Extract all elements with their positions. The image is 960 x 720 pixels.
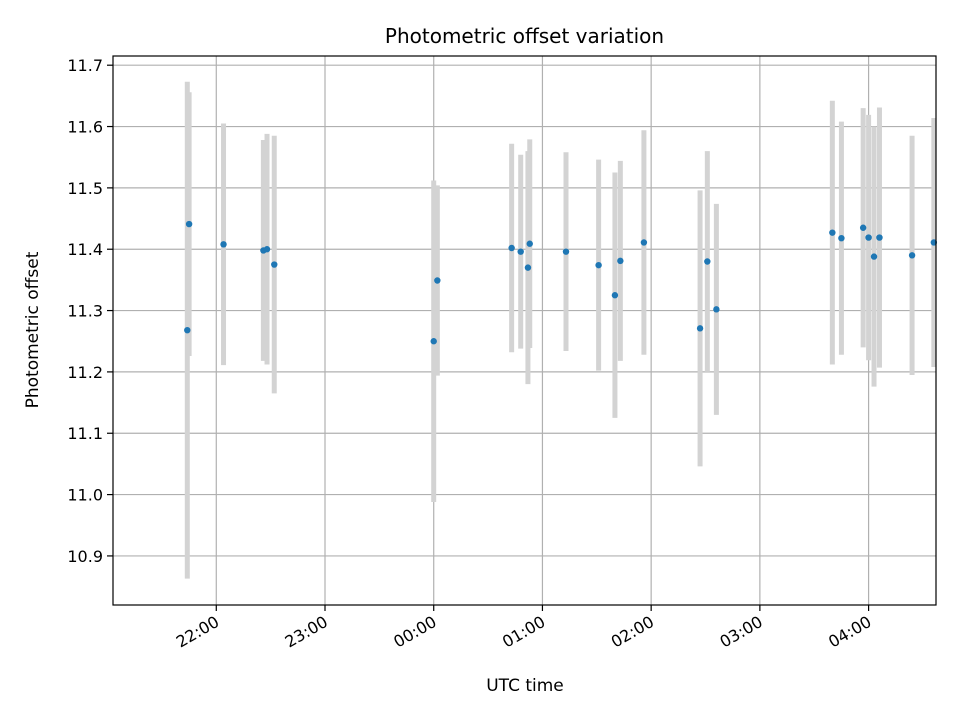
error-bars bbox=[184, 81, 937, 579]
y-tick-label: 11.7 bbox=[67, 56, 103, 75]
x-axis-ticks: 22:00 23:00 00:00 01:00 02:00 03:00 04:00 bbox=[173, 605, 875, 652]
data-point bbox=[640, 239, 648, 246]
data-point bbox=[865, 234, 872, 241]
data-point bbox=[595, 261, 602, 269]
grid bbox=[113, 56, 936, 605]
data-point bbox=[524, 264, 532, 271]
data-point bbox=[908, 252, 916, 259]
data-point bbox=[185, 220, 193, 228]
y-tick-label: 11.5 bbox=[67, 179, 103, 198]
x-axis-label: UTC time bbox=[486, 676, 564, 696]
data-point bbox=[870, 253, 878, 260]
x-tick-label: 23:00 bbox=[282, 612, 331, 652]
y-tick-label: 11.0 bbox=[67, 486, 103, 505]
x-tick-label: 22:00 bbox=[173, 612, 222, 652]
data-point bbox=[271, 261, 278, 268]
x-tick-label: 02:00 bbox=[608, 612, 657, 652]
y-tick-label: 11.2 bbox=[67, 363, 103, 382]
data-point bbox=[508, 244, 515, 252]
data-point bbox=[696, 325, 704, 332]
data-point bbox=[611, 292, 619, 299]
chart-title: Photometric offset variation bbox=[385, 24, 664, 48]
data-points bbox=[184, 220, 938, 345]
y-tick-label: 10.9 bbox=[67, 547, 103, 566]
data-point bbox=[263, 246, 271, 253]
y-axis-label: Photometric offset bbox=[23, 251, 43, 408]
plot-area-frame bbox=[112, 55, 937, 606]
x-tick-label: 03:00 bbox=[716, 612, 765, 652]
data-point bbox=[434, 277, 441, 284]
data-point bbox=[704, 258, 711, 265]
data-point bbox=[517, 248, 524, 255]
y-axis-ticks: 10.9 11.0 11.1 11.2 11.3 11.4 11.5 11.6 11.7 bbox=[67, 56, 113, 566]
x-tick-label: 01:00 bbox=[499, 612, 548, 652]
y-tick-label: 11.3 bbox=[67, 302, 103, 321]
x-tick-label: 04:00 bbox=[825, 612, 874, 652]
x-tick-label: 00:00 bbox=[390, 612, 439, 652]
y-tick-label: 11.6 bbox=[67, 118, 103, 137]
data-point bbox=[713, 306, 720, 313]
data-point bbox=[430, 338, 437, 345]
y-tick-label: 11.1 bbox=[67, 424, 103, 443]
data-point bbox=[876, 234, 883, 241]
data-point bbox=[617, 257, 624, 265]
data-point bbox=[526, 240, 533, 247]
data-point bbox=[184, 326, 191, 334]
y-tick-label: 11.4 bbox=[67, 240, 103, 259]
data-point bbox=[220, 241, 227, 248]
data-point bbox=[562, 248, 570, 255]
data-point bbox=[859, 224, 867, 231]
data-point bbox=[838, 234, 845, 242]
data-point bbox=[829, 229, 836, 236]
